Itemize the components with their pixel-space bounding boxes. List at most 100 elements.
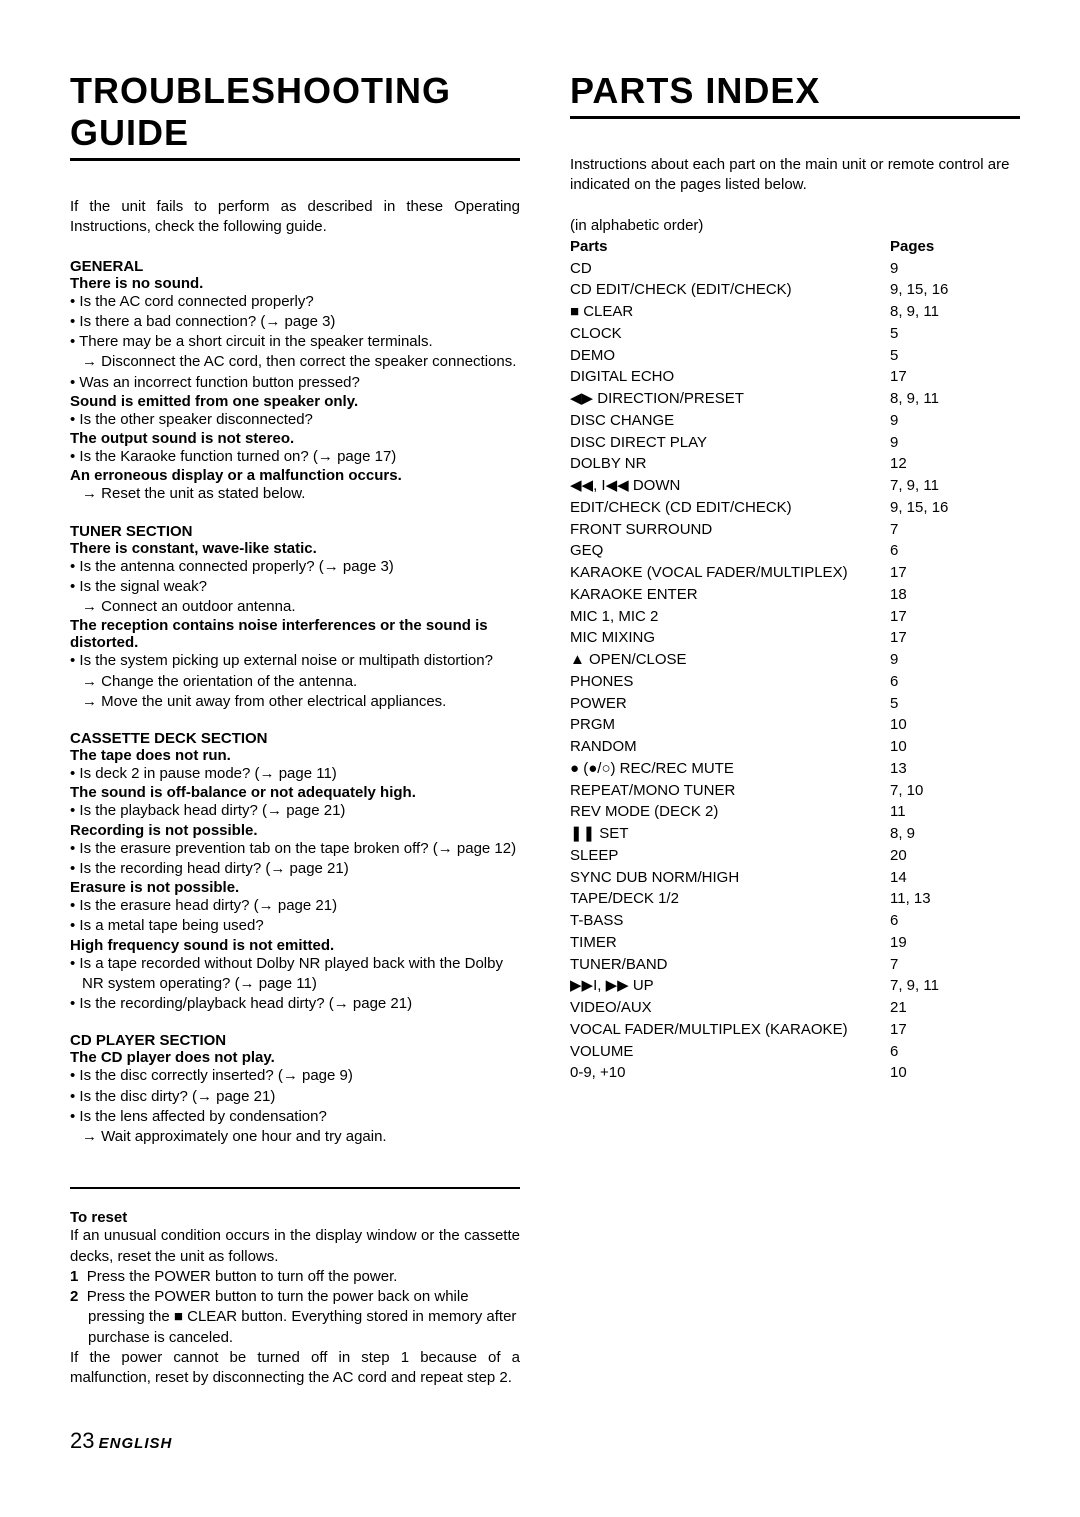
general-b2: • Is there a bad connection? (→ page 3) <box>70 312 520 332</box>
parts-name: TIMER <box>570 932 890 954</box>
parts-pages: 17 <box>890 366 1020 388</box>
parts-row: VOLUME6 <box>570 1041 1020 1063</box>
general-b3: • There may be a short circuit in the sp… <box>70 332 520 352</box>
cassette-b2: • Is the playback head dirty? (→ page 21… <box>70 801 520 821</box>
parts-pages: 17 <box>890 627 1020 649</box>
reset-n1: 1 Press the POWER button to turn off the… <box>70 1267 520 1287</box>
tuner-head: TUNER SECTION <box>70 523 520 540</box>
parts-row: DIGITAL ECHO17 <box>570 366 1020 388</box>
general-s3: The output sound is not stereo. <box>70 430 520 447</box>
general-a2: → Reset the unit as stated below. <box>70 484 520 504</box>
parts-row: REPEAT/MONO TUNER7, 10 <box>570 780 1020 802</box>
parts-col2-head: Pages <box>890 238 934 255</box>
reset-p1: If an unusual condition occurs in the di… <box>70 1226 520 1267</box>
parts-row: DISC CHANGE9 <box>570 410 1020 432</box>
parts-pages: 11, 13 <box>890 888 1020 910</box>
parts-pages: 17 <box>890 562 1020 584</box>
parts-pages: 20 <box>890 845 1020 867</box>
parts-row: ❚❚ SET8, 9 <box>570 823 1020 845</box>
cassette-b8: • Is the recording/playback head dirty? … <box>70 994 520 1014</box>
parts-row: SYNC DUB NORM/HIGH14 <box>570 867 1020 889</box>
parts-row: TIMER19 <box>570 932 1020 954</box>
general-head: GENERAL <box>70 258 520 275</box>
parts-row: VIDEO/AUX21 <box>570 997 1020 1019</box>
parts-name: CD EDIT/CHECK (EDIT/CHECK) <box>570 279 890 301</box>
parts-index-title: PARTS INDEX <box>570 70 1020 119</box>
parts-row: CD9 <box>570 258 1020 280</box>
parts-row: ◀▶ DIRECTION/PRESET8, 9, 11 <box>570 388 1020 410</box>
general-b1: • Is the AC cord connected properly? <box>70 292 520 312</box>
parts-row: CLOCK5 <box>570 323 1020 345</box>
parts-name: ■ CLEAR <box>570 301 890 323</box>
parts-name: T-BASS <box>570 910 890 932</box>
parts-pages: 7, 9, 11 <box>890 475 1020 497</box>
parts-pages: 6 <box>890 910 1020 932</box>
parts-name: VOLUME <box>570 1041 890 1063</box>
parts-name: ● (●/○) REC/REC MUTE <box>570 758 890 780</box>
troubleshooting-title: TROUBLESHOOTING GUIDE <box>70 70 520 161</box>
parts-col1-head: Parts <box>570 238 608 255</box>
parts-name: MIC 1, MIC 2 <box>570 606 890 628</box>
parts-row: KARAOKE (VOCAL FADER/MULTIPLEX)17 <box>570 562 1020 584</box>
parts-row: POWER5 <box>570 693 1020 715</box>
parts-name: TUNER/BAND <box>570 954 890 976</box>
reset-n2: 2 Press the POWER button to turn the pow… <box>70 1287 520 1348</box>
parts-row: KARAOKE ENTER18 <box>570 584 1020 606</box>
divider <box>70 1187 520 1189</box>
cassette-s2: The sound is off-balance or not adequate… <box>70 784 520 801</box>
parts-name: VIDEO/AUX <box>570 997 890 1019</box>
parts-row: ▲ OPEN/CLOSE9 <box>570 649 1020 671</box>
parts-name: FRONT SURROUND <box>570 519 890 541</box>
general-s4: An erroneous display or a malfunction oc… <box>70 467 520 484</box>
parts-pages: 12 <box>890 453 1020 475</box>
parts-pages: 17 <box>890 1019 1020 1041</box>
alpha-note: (in alphabetic order) <box>570 216 1020 236</box>
tuner-a2: → Change the orientation of the antenna. <box>70 672 520 692</box>
parts-pages: 8, 9, 11 <box>890 301 1020 323</box>
parts-row: DEMO5 <box>570 345 1020 367</box>
parts-name: MIC MIXING <box>570 627 890 649</box>
parts-pages: 21 <box>890 997 1020 1019</box>
parts-row: FRONT SURROUND7 <box>570 519 1020 541</box>
cassette-s3: Recording is not possible. <box>70 822 520 839</box>
parts-pages: 13 <box>890 758 1020 780</box>
parts-name: ❚❚ SET <box>570 823 890 845</box>
parts-pages: 9 <box>890 258 1020 280</box>
parts-row: GEQ6 <box>570 540 1020 562</box>
tuner-s2: The reception contains noise interferenc… <box>70 617 520 651</box>
cassette-s1: The tape does not run. <box>70 747 520 764</box>
tuner-b2: • Is the signal weak? <box>70 577 520 597</box>
parts-index-intro: Instructions about each part on the main… <box>570 155 1020 196</box>
parts-row: MIC MIXING17 <box>570 627 1020 649</box>
parts-pages: 8, 9, 11 <box>890 388 1020 410</box>
right-column: PARTS INDEX Instructions about each part… <box>570 70 1020 1388</box>
parts-name: DOLBY NR <box>570 453 890 475</box>
parts-pages: 10 <box>890 714 1020 736</box>
general-b6: • Is the Karaoke function turned on? (→ … <box>70 447 520 467</box>
parts-row: ◀◀, I◀◀ DOWN7, 9, 11 <box>570 475 1020 497</box>
parts-row: RANDOM10 <box>570 736 1020 758</box>
parts-name: RANDOM <box>570 736 890 758</box>
parts-name: DEMO <box>570 345 890 367</box>
cassette-s4: Erasure is not possible. <box>70 879 520 896</box>
parts-name: CLOCK <box>570 323 890 345</box>
tuner-b1: • Is the antenna connected properly? (→ … <box>70 557 520 577</box>
parts-name: VOCAL FADER/MULTIPLEX (KARAOKE) <box>570 1019 890 1041</box>
parts-row: PHONES6 <box>570 671 1020 693</box>
parts-pages: 7, 10 <box>890 780 1020 802</box>
tuner-s1: There is constant, wave-like static. <box>70 540 520 557</box>
parts-row: DOLBY NR12 <box>570 453 1020 475</box>
parts-pages: 18 <box>890 584 1020 606</box>
parts-pages: 10 <box>890 736 1020 758</box>
parts-name: CD <box>570 258 890 280</box>
cd-b2: • Is the disc dirty? (→ page 21) <box>70 1087 520 1107</box>
parts-pages: 10 <box>890 1062 1020 1084</box>
parts-name: ◀▶ DIRECTION/PRESET <box>570 388 890 410</box>
page-footer: 23 ENGLISH <box>70 1428 1020 1454</box>
parts-row: ■ CLEAR8, 9, 11 <box>570 301 1020 323</box>
parts-pages: 17 <box>890 606 1020 628</box>
parts-row: PRGM10 <box>570 714 1020 736</box>
parts-pages: 14 <box>890 867 1020 889</box>
parts-name: ▶▶I, ▶▶ UP <box>570 975 890 997</box>
parts-name: SLEEP <box>570 845 890 867</box>
